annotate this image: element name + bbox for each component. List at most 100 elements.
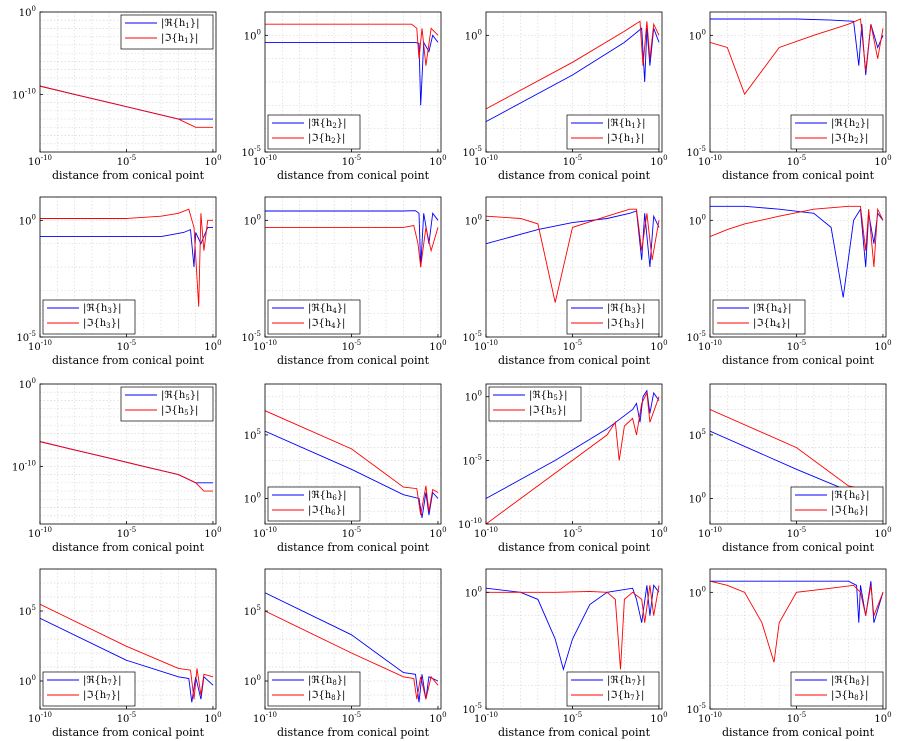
y-tick-label: 100: [19, 377, 36, 391]
legend-label: |ℜ{h5}|: [529, 390, 568, 402]
axes-box: [485, 196, 663, 338]
x-tick-label: 10-5: [787, 339, 807, 353]
x-tick-label: 10-10: [253, 711, 277, 725]
legend-label: |ℑ{h8}|: [308, 690, 345, 702]
legend-box: [120, 14, 214, 50]
x-axis-label: distance from conical point: [277, 726, 430, 739]
legend-label: |ℑ{h6}|: [308, 505, 345, 517]
legend-box: [566, 114, 660, 150]
y-tick-label: 10-5: [686, 330, 706, 344]
x-tick-label: 10-10: [253, 154, 277, 168]
legend-label: |ℜ{h3}|: [83, 303, 122, 315]
series-line-real: [265, 430, 439, 518]
x-tick-label: 10-5: [563, 711, 583, 725]
x-axis-label: distance from conical point: [722, 726, 875, 739]
y-tick-label: 100: [244, 674, 261, 688]
x-tick-label: 100: [874, 154, 891, 168]
legend-box: [790, 671, 884, 707]
y-tick-label: 100: [689, 213, 706, 227]
x-tick-label: 10-10: [253, 526, 277, 540]
legend-box: [712, 299, 806, 335]
x-axis-label: distance from conical point: [722, 354, 875, 367]
x-tick-label: 100: [650, 154, 667, 168]
x-tick-label: 100: [204, 339, 221, 353]
x-tick-label: 10-10: [698, 526, 722, 540]
series-line-imag: [40, 85, 213, 128]
axes-box: [709, 196, 887, 338]
axes-box: [39, 11, 217, 153]
legend-label: |ℑ{h4}|: [753, 318, 790, 330]
legend-label: |ℜ{h5}|: [161, 390, 200, 402]
legend-label: |ℑ{h4}|: [308, 318, 345, 330]
y-tick-label: 100: [689, 492, 706, 506]
legend-label: |ℜ{h2}|: [831, 118, 870, 130]
y-tick-label: 10-5: [462, 453, 482, 467]
legend: |ℜ{h7}| |ℑ{h7}|: [566, 671, 660, 707]
x-tick-label: 10-5: [117, 711, 137, 725]
axes-box: [485, 383, 663, 525]
legend-label: |ℜ{h2}|: [308, 118, 347, 130]
legend: |ℜ{h4}| |ℑ{h4}|: [712, 299, 806, 335]
x-tick-label: 10-5: [342, 154, 362, 168]
series-line-real: [710, 205, 884, 298]
x-tick-label: 100: [204, 711, 221, 725]
y-tick-label: 105: [689, 428, 706, 442]
y-tick-label: 100: [19, 213, 36, 227]
y-tick-label: 100: [19, 674, 36, 688]
legend-label: |ℑ{h3}|: [83, 318, 120, 330]
x-tick-label: 100: [650, 526, 667, 540]
x-tick-label: 10-10: [698, 711, 722, 725]
y-tick-label: 10-5: [462, 702, 482, 716]
legend: |ℜ{h3}| |ℑ{h3}|: [566, 299, 660, 335]
x-tick-label: 10-10: [474, 526, 498, 540]
x-tick-label: 10-10: [474, 154, 498, 168]
x-tick-label: 10-5: [563, 154, 583, 168]
y-tick-label: 10-10: [458, 517, 482, 531]
legend-label: |ℜ{h8}|: [831, 675, 870, 687]
x-tick-label: 10-5: [787, 526, 807, 540]
legend-box: [42, 299, 136, 335]
axes-box: [485, 568, 663, 710]
x-axis-label: distance from conical point: [52, 354, 205, 367]
legend-label: |ℜ{h1}|: [161, 18, 200, 30]
x-axis-label: distance from conical point: [277, 354, 430, 367]
series-line-imag: [486, 208, 660, 303]
legend: |ℜ{h6}| |ℑ{h6}|: [267, 486, 361, 522]
legend-label: |ℑ{h2}|: [308, 133, 345, 145]
axes-box: [264, 383, 442, 525]
series-line-real: [265, 34, 439, 106]
x-axis-label: distance from conical point: [52, 169, 205, 182]
y-tick-label: 10-5: [686, 145, 706, 159]
x-tick-label: 10-10: [698, 154, 722, 168]
legend-label: |ℑ{h7}|: [607, 690, 644, 702]
series-line-imag: [265, 610, 439, 700]
x-axis-label: distance from conical point: [277, 169, 430, 182]
y-tick-label: 10-10: [12, 87, 36, 101]
x-tick-label: 10-5: [342, 526, 362, 540]
x-axis-label: distance from conical point: [52, 541, 205, 554]
panel-3-2: 10-10 10-5 100 100 105 distance from conical …: [244, 383, 447, 554]
x-tick-label: 100: [429, 526, 446, 540]
legend: |ℜ{h1}| |ℑ{h1}|: [120, 14, 214, 50]
axes-box: [39, 383, 217, 525]
series-line-real: [486, 389, 660, 499]
legend-label: |ℑ{h1}|: [161, 33, 198, 45]
y-tick-label: 100: [689, 585, 706, 599]
legend-label: |ℜ{h8}|: [308, 675, 347, 687]
y-tick-label: 10-5: [16, 330, 36, 344]
axes-box: [264, 568, 442, 710]
y-tick-label: 10-5: [686, 702, 706, 716]
series-line-imag: [486, 391, 660, 524]
series-line-imag: [265, 410, 439, 516]
x-tick-label: 10-5: [563, 339, 583, 353]
x-tick-label: 10-5: [563, 526, 583, 540]
x-tick-label: 10-10: [28, 339, 52, 353]
panel-3-4: 10-10 10-5 100 100 105 distance from conical …: [689, 383, 892, 554]
legend-box: [42, 671, 136, 707]
legend-box: [267, 299, 361, 335]
legend-label: |ℑ{h2}|: [831, 133, 868, 145]
x-tick-label: 10-10: [474, 339, 498, 353]
